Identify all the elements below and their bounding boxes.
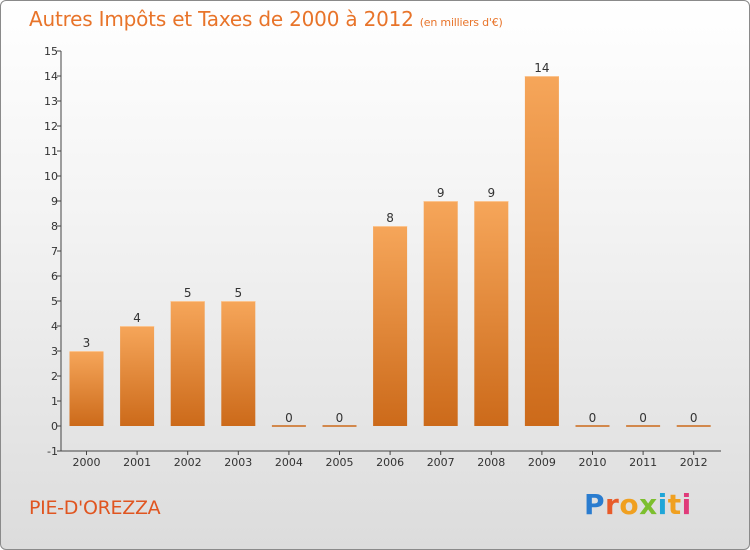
bars-group: 3 4 5 5 0 0 8 9 9 14 0 0 0 bbox=[69, 61, 711, 427]
logo-letter: t bbox=[667, 488, 682, 521]
x-tick-label: 2001 bbox=[123, 456, 151, 469]
data-label-2009: 14 bbox=[534, 61, 549, 75]
bar-2000 bbox=[69, 351, 104, 426]
bar-2008 bbox=[474, 201, 509, 426]
y-tick-label: 3 bbox=[51, 345, 58, 358]
bar-2001 bbox=[120, 326, 155, 426]
y-tick-label: 1 bbox=[51, 395, 58, 408]
x-tick-label: 2005 bbox=[326, 456, 354, 469]
x-tick-label: 2004 bbox=[275, 456, 303, 469]
x-tick-label: 2000 bbox=[73, 456, 101, 469]
y-tick-label: 12 bbox=[44, 120, 58, 133]
data-label-2007: 9 bbox=[437, 186, 445, 200]
logo-letter: i bbox=[657, 488, 668, 521]
y-tick-label: 10 bbox=[44, 170, 58, 183]
y-tick-label: -1 bbox=[47, 445, 58, 458]
title-text: Autres Impôts et Taxes de 2000 à 2012 bbox=[29, 7, 414, 31]
y-tick-label: 11 bbox=[44, 145, 58, 158]
data-label-2001: 4 bbox=[133, 311, 141, 325]
data-label-2004: 0 bbox=[285, 411, 293, 425]
x-tick-label: 2008 bbox=[477, 456, 505, 469]
x-tick-label: 2011 bbox=[629, 456, 657, 469]
x-tick-label: 2012 bbox=[680, 456, 708, 469]
proxiti-logo: Proxiti bbox=[584, 488, 692, 521]
data-label-2006: 8 bbox=[386, 211, 394, 225]
bar-2002 bbox=[170, 301, 205, 426]
data-label-2000: 3 bbox=[83, 336, 91, 350]
logo-letter: r bbox=[605, 488, 620, 521]
logo-letter: o bbox=[619, 488, 640, 521]
y-tick-label: 7 bbox=[51, 245, 58, 258]
data-label-2005: 0 bbox=[336, 411, 344, 425]
y-tick-label: 13 bbox=[44, 95, 58, 108]
logo-letter: x bbox=[639, 488, 658, 521]
data-label-2003: 5 bbox=[234, 286, 242, 300]
data-label-2002: 5 bbox=[184, 286, 192, 300]
y-tick-label: 9 bbox=[51, 195, 58, 208]
y-tick-label: 6 bbox=[51, 270, 58, 283]
y-tick-label: 14 bbox=[44, 70, 58, 83]
bar-2009 bbox=[524, 76, 559, 426]
data-label-2011: 0 bbox=[639, 411, 647, 425]
title-unit: (en milliers d'€) bbox=[419, 16, 503, 29]
x-tick-label: 2003 bbox=[224, 456, 252, 469]
y-tick-label: 5 bbox=[51, 295, 58, 308]
x-tick-label: 2007 bbox=[427, 456, 455, 469]
place-name: PIE-D'OREZZA bbox=[29, 497, 161, 519]
logo-letter: P bbox=[584, 488, 606, 521]
y-tick-label: 4 bbox=[51, 320, 58, 333]
x-tick-label: 2006 bbox=[376, 456, 404, 469]
y-tick-label: 2 bbox=[51, 370, 58, 383]
x-tick-label: 2002 bbox=[174, 456, 202, 469]
chart-title: Autres Impôts et Taxes de 2000 à 2012 (en… bbox=[29, 7, 503, 31]
y-tick-label: 15 bbox=[44, 45, 58, 58]
y-tick-label: 0 bbox=[51, 420, 58, 433]
data-label-2012: 0 bbox=[690, 411, 698, 425]
bar-2007 bbox=[423, 201, 458, 426]
x-axis: 2000 2001 2002 2003 2004 2005 2006 2007 2008 2009… bbox=[61, 450, 721, 469]
data-label-2010: 0 bbox=[589, 411, 597, 425]
x-tick-label: 2009 bbox=[528, 456, 556, 469]
x-tick-label: 2010 bbox=[579, 456, 607, 469]
y-tick-label: 8 bbox=[51, 220, 58, 233]
bar-2003 bbox=[221, 301, 256, 426]
data-label-2008: 9 bbox=[487, 186, 495, 200]
bar-2006 bbox=[373, 226, 408, 426]
logo-letter: i bbox=[681, 488, 692, 521]
